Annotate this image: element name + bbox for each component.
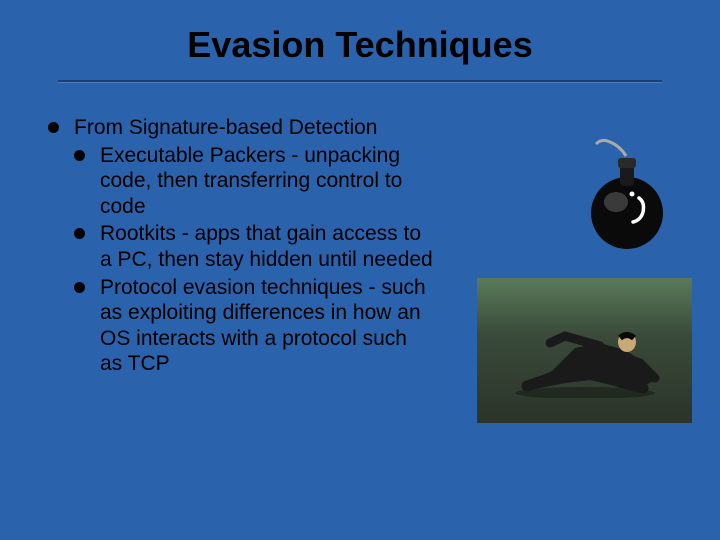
bullet-level1: From Signature-based Detection: [48, 115, 468, 141]
bomb-image: [582, 128, 672, 258]
bullet-level2: Rootkits - apps that gain access to a PC…: [74, 221, 434, 272]
text-column: From Signature-based Detection Executabl…: [48, 115, 468, 379]
bullet-level2: Protocol evasion techniques - such as ex…: [74, 275, 434, 377]
bullet-level2: Executable Packers - unpacking code, the…: [74, 143, 434, 220]
slide-title: Evasion Techniques: [0, 0, 720, 80]
matrix-dodge-image: [477, 278, 692, 423]
